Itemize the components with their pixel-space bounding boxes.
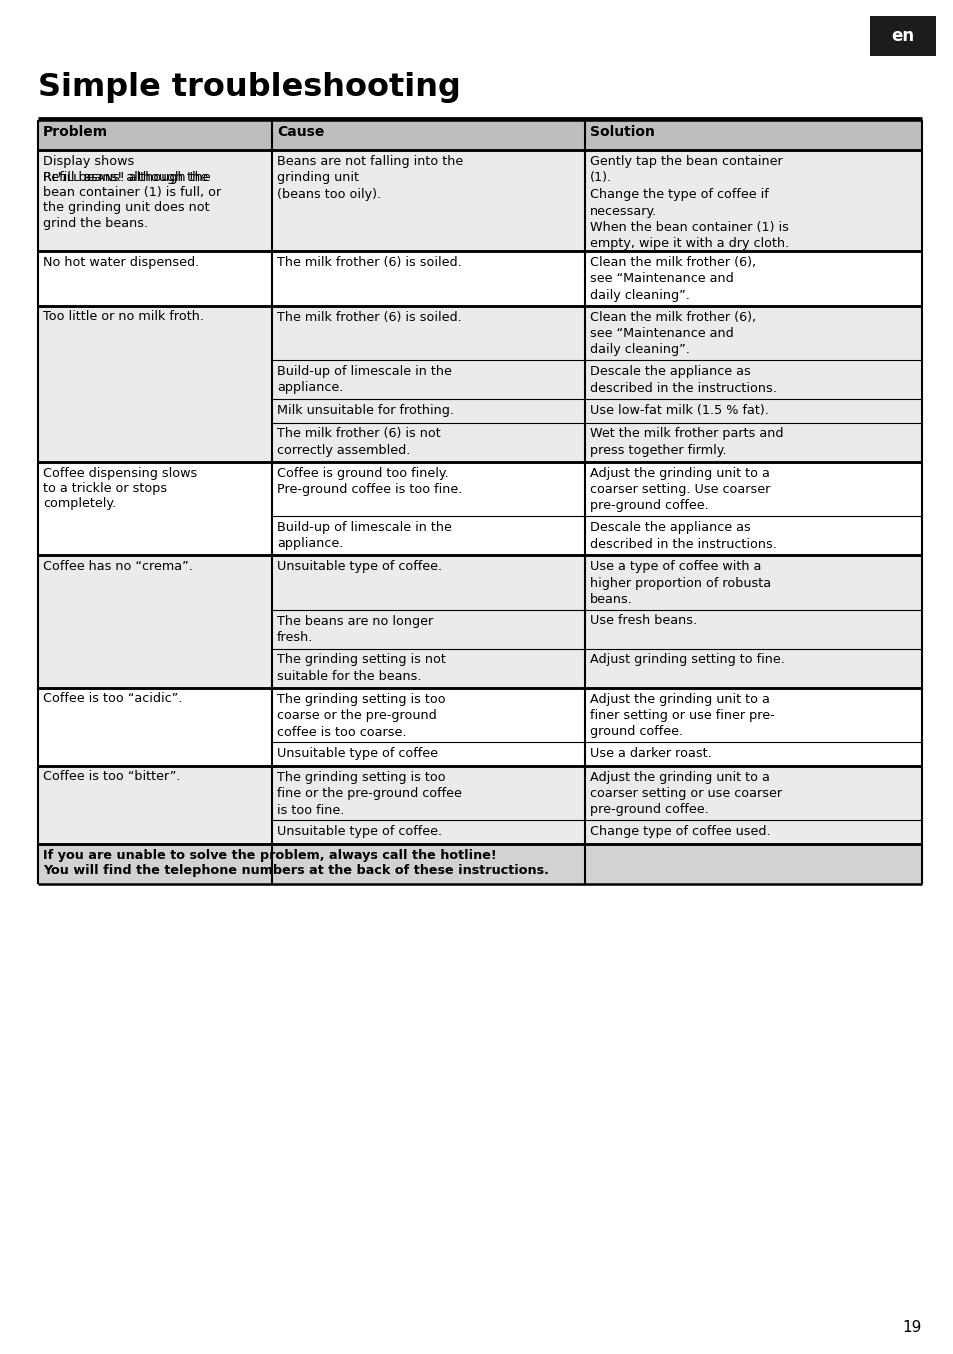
Text: Adjust the grinding unit to a
coarser setting. Use coarser
pre-ground coffee.: Adjust the grinding unit to a coarser se… (589, 467, 770, 513)
Text: Display shows: Display shows (43, 154, 134, 168)
Bar (38, 844, 921, 884)
Text: Use fresh beans.: Use fresh beans. (589, 615, 697, 627)
Text: Wet the milk frother parts and
press together firmly.: Wet the milk frother parts and press tog… (589, 428, 782, 458)
Bar (38, 555, 921, 688)
Text: The grinding setting is not
suitable for the beans.: The grinding setting is not suitable for… (276, 654, 445, 682)
Text: Beans are not falling into the
grinding unit
(beans too oily).: Beans are not falling into the grinding … (276, 154, 463, 200)
Text: If you are unable to solve the problem, always call the hotline!: If you are unable to solve the problem, … (43, 849, 497, 861)
Text: Adjust grinding setting to fine.: Adjust grinding setting to fine. (589, 654, 784, 666)
Text: Use a darker roast.: Use a darker roast. (589, 747, 711, 760)
Text: Build-up of limescale in the
appliance.: Build-up of limescale in the appliance. (276, 521, 452, 551)
Text: Descale the appliance as
described in the instructions.: Descale the appliance as described in th… (589, 366, 776, 394)
Bar (38, 250, 921, 306)
Text: 19: 19 (902, 1320, 921, 1335)
Text: The beans are no longer
fresh.: The beans are no longer fresh. (276, 615, 433, 645)
Text: Clean the milk frother (6),
see “Maintenance and
daily cleaning”.: Clean the milk frother (6), see “Mainten… (589, 310, 756, 356)
Bar (38, 688, 921, 765)
Text: Coffee is too “acidic”.: Coffee is too “acidic”. (43, 692, 182, 705)
Text: to a trickle or stops: to a trickle or stops (43, 482, 167, 496)
Text: Cause: Cause (276, 125, 324, 139)
Text: Adjust the grinding unit to a
coarser setting or use coarser
pre-ground coffee.: Adjust the grinding unit to a coarser se… (589, 770, 781, 816)
Bar (38, 150, 921, 250)
Text: en: en (890, 27, 914, 45)
Text: Use low-fat milk (1.5 % fat).: Use low-fat milk (1.5 % fat). (589, 403, 768, 417)
Bar (38, 306, 921, 462)
Text: Coffee is ground too finely.
Pre-ground coffee is too fine.: Coffee is ground too finely. Pre-ground … (276, 467, 462, 496)
Text: Gently tap the bean container
(1).
Change the type of coffee if
necessary.
When : Gently tap the bean container (1). Chang… (589, 154, 788, 250)
Text: The grinding setting is too
fine or the pre-ground coffee
is too fine.: The grinding setting is too fine or the … (276, 770, 461, 816)
Text: Coffee is too “bitter”.: Coffee is too “bitter”. (43, 770, 180, 784)
Text: Change type of coffee used.: Change type of coffee used. (589, 825, 770, 838)
Text: Coffee dispensing slows: Coffee dispensing slows (43, 467, 197, 479)
Text: Coffee has no “crema”.: Coffee has no “crema”. (43, 561, 193, 573)
Text: Refill beans! although the: Refill beans! although the (43, 171, 208, 184)
Text: Too little or no milk froth.: Too little or no milk froth. (43, 310, 204, 324)
Text: The milk frother (6) is not
correctly assembled.: The milk frother (6) is not correctly as… (276, 428, 440, 458)
Text: The milk frother (6) is soiled.: The milk frother (6) is soiled. (276, 256, 461, 269)
Text: No hot water dispensed.: No hot water dispensed. (43, 256, 199, 269)
Text: Rᴇᶠɪʟʟ ʙᴇᴀɴѕ! although the: Rᴇᶠɪʟʟ ʙᴇᴀɴѕ! although the (43, 171, 211, 184)
Text: Unsuitable type of coffee.: Unsuitable type of coffee. (276, 561, 441, 573)
Text: completely.: completely. (43, 497, 116, 510)
Bar (869, 16, 935, 56)
Text: Adjust the grinding unit to a
finer setting or use finer pre-
ground coffee.: Adjust the grinding unit to a finer sett… (589, 692, 774, 738)
Text: Unsuitable type of coffee.: Unsuitable type of coffee. (276, 825, 441, 838)
Text: the grinding unit does not: the grinding unit does not (43, 202, 210, 214)
Bar (38, 121, 921, 150)
Text: Build-up of limescale in the
appliance.: Build-up of limescale in the appliance. (276, 366, 452, 394)
Bar (38, 765, 921, 844)
Text: bean container (1) is full, or: bean container (1) is full, or (43, 185, 221, 199)
Text: Solution: Solution (589, 125, 654, 139)
Text: Milk unsuitable for frothing.: Milk unsuitable for frothing. (276, 403, 454, 417)
Bar (38, 462, 921, 555)
Text: grind the beans.: grind the beans. (43, 217, 148, 230)
Text: The milk frother (6) is soiled.: The milk frother (6) is soiled. (276, 310, 461, 324)
Text: Simple troubleshooting: Simple troubleshooting (38, 72, 460, 103)
Text: Unsuitable type of coffee: Unsuitable type of coffee (276, 747, 437, 760)
Text: Problem: Problem (43, 125, 108, 139)
Text: Use a type of coffee with a
higher proportion of robusta
beans.: Use a type of coffee with a higher propo… (589, 561, 770, 607)
Text: You will find the telephone numbers at the back of these instructions.: You will find the telephone numbers at t… (43, 864, 548, 877)
Text: The grinding setting is too
coarse or the pre-ground
coffee is too coarse.: The grinding setting is too coarse or th… (276, 692, 445, 738)
Text: Descale the appliance as
described in the instructions.: Descale the appliance as described in th… (589, 521, 776, 551)
Text: Clean the milk frother (6),
see “Maintenance and
daily cleaning”.: Clean the milk frother (6), see “Mainten… (589, 256, 756, 302)
